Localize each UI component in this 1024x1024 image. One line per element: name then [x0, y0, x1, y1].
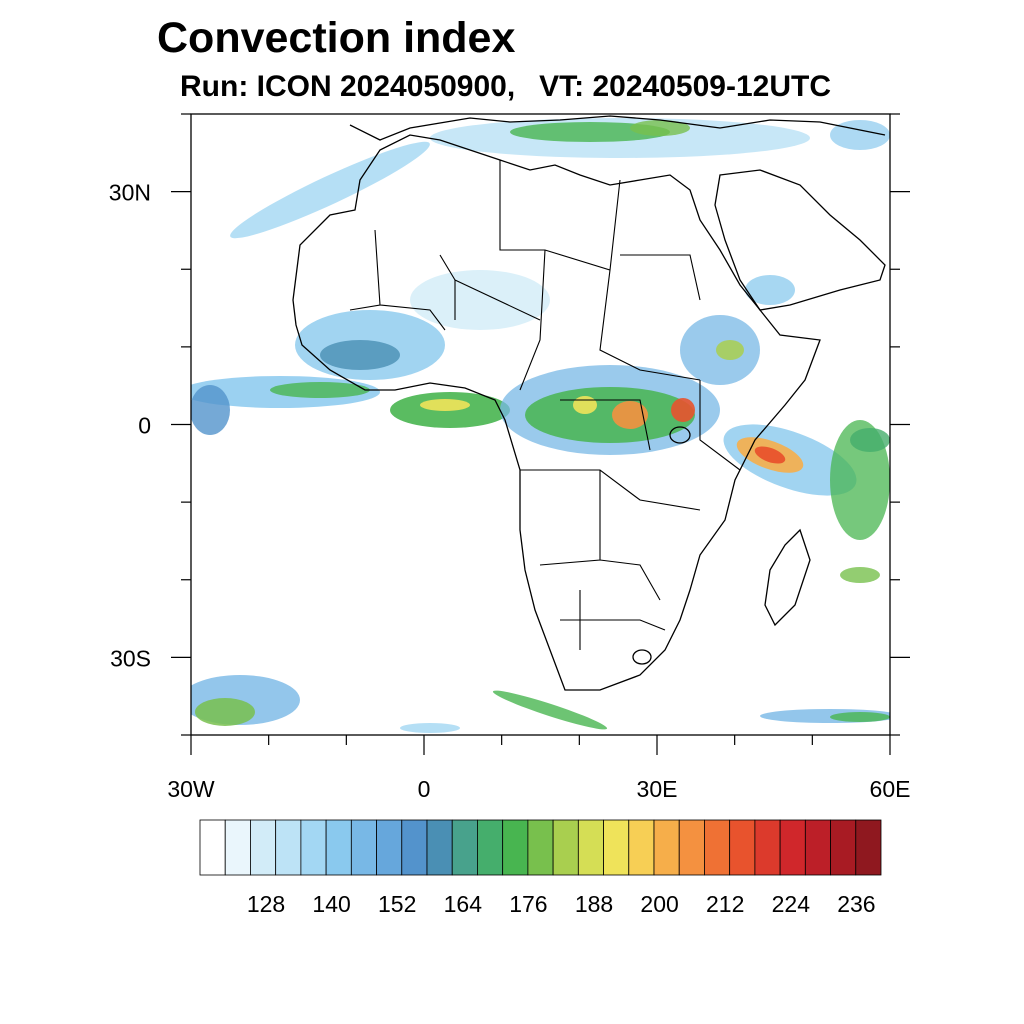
colorbar-swatch: [451, 819, 478, 876]
field-east-coast-hot: [754, 446, 786, 464]
lat-tick-label: 0: [138, 413, 151, 439]
colorbar-label: 200: [640, 891, 678, 917]
lon-tick-label: 30E: [637, 776, 678, 802]
europe-coast: [349, 115, 886, 141]
colorbar-swatch: [502, 819, 529, 876]
colorbar-swatch: [628, 819, 655, 876]
field-aegean: [630, 120, 690, 136]
colorbar-label: 212: [706, 891, 744, 917]
colorbar-swatch: [350, 819, 377, 876]
field-central-africa-mid: [525, 387, 695, 443]
colorbar: [199, 819, 882, 876]
colorbar-label: 176: [509, 891, 547, 917]
colorbar-swatch: [804, 819, 831, 876]
colorbar-swatch: [527, 819, 554, 876]
africa-outline: [292, 134, 821, 691]
field-atlantic-west: [191, 385, 230, 435]
field-mideast: [830, 120, 890, 150]
field-nw-africa-streak: [230, 141, 430, 239]
colorbar-label: 140: [312, 891, 350, 917]
colorbar-swatch: [653, 819, 680, 876]
convection-field: [191, 118, 890, 733]
colorbar-label: 128: [247, 891, 285, 917]
field-south-indian-core: [830, 712, 890, 722]
colorbar-swatch: [603, 819, 630, 876]
field-south-streak-2: [400, 723, 460, 733]
colorbar-swatch: [224, 819, 251, 876]
africa-coastline: [292, 115, 886, 691]
field-central-africa-core2: [573, 396, 597, 414]
field-south-atlantic-core: [195, 698, 255, 726]
axis-ticks: [171, 113, 910, 755]
colorbar-swatch: [275, 819, 302, 876]
chart-subtitle: Run: ICON 2024050900, VT: 20240509-12UTC: [180, 70, 831, 104]
colorbar-swatch: [300, 819, 327, 876]
field-atlantic-eq-core: [270, 382, 370, 398]
colorbar-label: 224: [772, 891, 811, 917]
field-sahel: [410, 270, 550, 330]
field-indian-ocean-n: [850, 428, 890, 452]
colorbar-swatch: [678, 819, 705, 876]
colorbar-swatch: [477, 819, 504, 876]
madagascar-outline: [764, 528, 811, 627]
valid-time-label: VT: 20240509-12UTC: [539, 70, 831, 103]
lesotho-outline: [632, 649, 652, 665]
arabia-outline: [714, 169, 886, 311]
borders: [349, 160, 741, 650]
colorbar-label: 236: [837, 891, 875, 917]
colorbar-label: 152: [378, 891, 416, 917]
colorbar-label: 164: [444, 891, 483, 917]
colorbar-swatch: [250, 819, 277, 876]
field-west-africa-core: [320, 340, 400, 370]
colorbar-labels: 128 140 152 164 176 188 200 212 224 236: [247, 891, 876, 917]
colorbar-label: 188: [575, 891, 613, 917]
field-yemen: [745, 275, 795, 305]
colorbar-swatch: [577, 819, 604, 876]
chart-title: Convection index: [157, 14, 516, 62]
lon-tick-label: 30W: [167, 776, 215, 802]
field-central-africa-core1: [612, 401, 648, 429]
colorbar-swatch: [779, 819, 806, 876]
colorbar-swatch: [552, 819, 579, 876]
colorbar-swatch: [855, 819, 882, 876]
colorbar-swatch: [376, 819, 403, 876]
field-mediterranean-core: [510, 122, 670, 142]
colorbar-swatch: [729, 819, 756, 876]
lon-tick-label: 60E: [870, 776, 911, 802]
field-madagascar-e: [840, 567, 880, 583]
lon-tick-label: 0: [418, 776, 431, 802]
run-label: Run: ICON 2024050900,: [180, 70, 516, 103]
lake-victoria: [669, 426, 691, 444]
axis-tick-labels: 30W 0 30E 60E 30N 0 30S: [109, 180, 911, 802]
colorbar-swatch: [426, 819, 453, 876]
field-south-streak-1: [492, 690, 608, 730]
field-guinea-core: [420, 399, 470, 411]
lat-tick-label: 30N: [109, 180, 151, 206]
colorbar-swatch: [754, 819, 781, 876]
field-central-africa-core3: [671, 398, 695, 422]
colorbar-swatch: [704, 819, 731, 876]
colorbar-swatch: [830, 819, 857, 876]
colorbar-swatch: [401, 819, 428, 876]
colorbar-swatch: [325, 819, 352, 876]
field-ethiopia-core: [716, 340, 744, 360]
colorbar-swatch: [199, 819, 226, 876]
lat-tick-label: 30S: [110, 645, 151, 671]
